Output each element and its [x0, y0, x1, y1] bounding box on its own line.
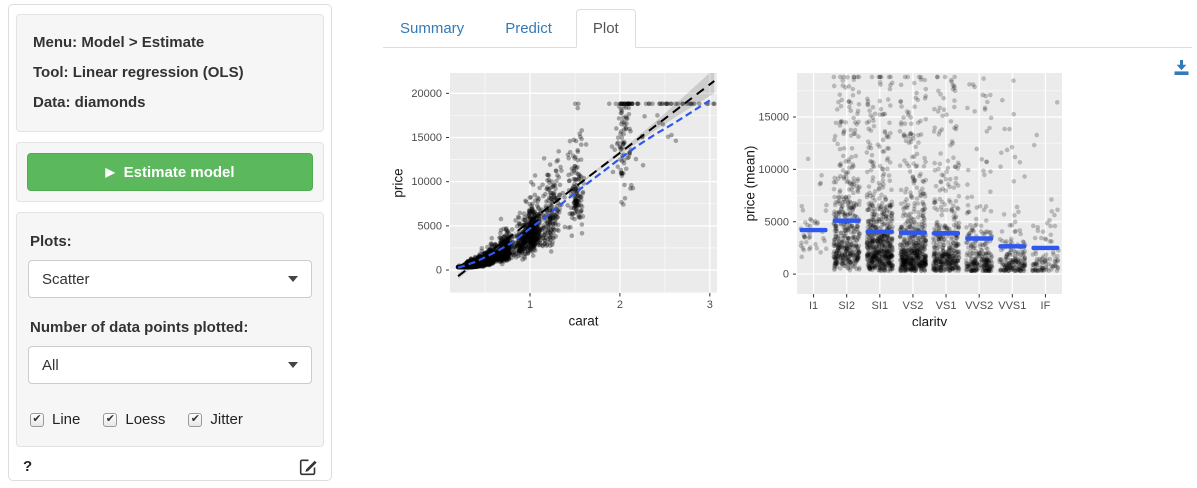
tab-predict[interactable]: Predict [488, 9, 569, 48]
tool-info: Tool: Linear regression (OLS) [33, 64, 244, 81]
loess-checkbox-label: Loess [125, 411, 166, 428]
jitter-plot-price-vs-clarity [737, 61, 1077, 326]
caret-down-icon [288, 362, 298, 368]
plot-area [371, 48, 1192, 468]
estimate-model-label: Estimate model [123, 163, 235, 181]
npoints-label: Number of data points plotted: [30, 319, 249, 336]
check-icon: ✔ [105, 413, 115, 425]
tab-plot[interactable]: Plot [575, 9, 636, 48]
estimate-model-button[interactable]: ▶ Estimate model [27, 153, 313, 191]
model-info-panel: Menu: Model > Estimate Tool: Linear regr… [16, 14, 324, 132]
checkbox-box: ✔ [188, 412, 203, 427]
caret-down-icon [288, 276, 298, 282]
check-icon: ✔ [32, 413, 42, 425]
plots-label: Plots: [30, 233, 72, 250]
checkbox-box: ✔ [103, 412, 118, 427]
tab-summary[interactable]: Summary [383, 9, 481, 48]
scatter-plot-price-vs-carat [383, 61, 719, 326]
help-icon[interactable]: ? [23, 458, 33, 475]
checkbox-box: ✔ [30, 412, 44, 427]
tab-summary-label[interactable]: Summary [400, 20, 465, 37]
plot-type-value: Scatter [42, 270, 90, 288]
jitter-checkbox-label: Jitter [210, 411, 243, 428]
menu-info: Menu: Model > Estimate [33, 34, 205, 51]
sidebar-footer: ? [16, 457, 324, 476]
line-checkbox[interactable]: ✔ Line [30, 411, 80, 428]
plot-options-panel: Plots: Scatter Number of data points plo… [16, 212, 324, 447]
sidebar: Menu: Model > Estimate Tool: Linear regr… [8, 4, 332, 481]
npoints-value: All [42, 356, 59, 374]
line-checkbox-label: Line [52, 411, 81, 428]
tab-predict-label[interactable]: Predict [505, 20, 552, 37]
play-icon: ▶ [105, 165, 115, 179]
jitter-checkbox[interactable]: ✔ Jitter [188, 411, 243, 428]
loess-checkbox[interactable]: ✔ Loess [103, 411, 165, 428]
tab-bar: Summary Predict Plot [383, 9, 1192, 48]
check-icon: ✔ [190, 413, 200, 425]
estimate-panel: ▶ Estimate model [16, 142, 324, 202]
download-plot-icon[interactable] [1172, 58, 1191, 77]
plot-type-select[interactable]: Scatter [28, 260, 312, 298]
npoints-select[interactable]: All [28, 346, 312, 384]
tab-plot-label[interactable]: Plot [575, 9, 636, 48]
main-content: Summary Predict Plot [371, 0, 1192, 488]
plot-option-checkboxes: ✔ Line ✔ Loess ✔ Jitter [28, 411, 312, 428]
data-info: Data: diamonds [33, 94, 146, 111]
edit-icon[interactable] [299, 457, 318, 476]
